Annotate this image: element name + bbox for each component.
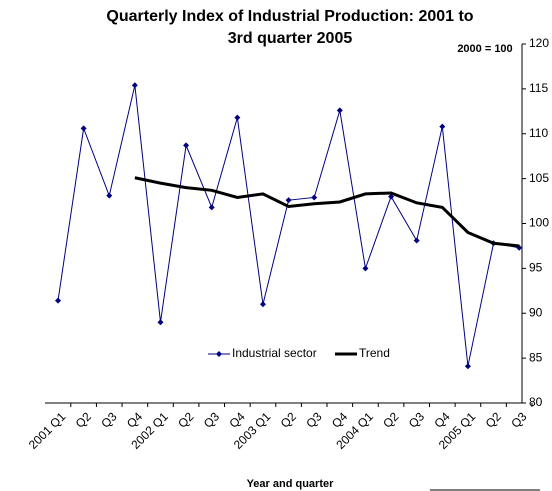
- point: [131, 82, 138, 89]
- x-tick-label: Q2: [73, 409, 94, 430]
- point: [439, 123, 446, 130]
- legend-label: Industrial sector: [232, 346, 317, 360]
- point: [413, 237, 420, 244]
- x-axis-title: Year and quarter: [247, 478, 335, 490]
- legend-marker: [216, 351, 222, 357]
- point: [55, 297, 61, 304]
- point: [285, 197, 292, 204]
- x-tick-label: Q3: [303, 409, 324, 430]
- y-tick-label: 105: [529, 171, 549, 185]
- y-tick-label: 95: [529, 261, 543, 275]
- point: [80, 125, 87, 132]
- x-tick-label: Q3: [406, 409, 427, 430]
- y-tick-label: 100: [529, 216, 549, 230]
- point: [183, 142, 190, 149]
- point: [311, 194, 318, 201]
- y-tick-label: 80: [529, 395, 543, 409]
- chart-title: Quarterly Index of Industrial Production…: [106, 8, 473, 47]
- x-tick-label: Q3: [201, 409, 222, 430]
- y-tick-label: 110: [529, 126, 548, 140]
- point: [157, 319, 164, 326]
- point: [464, 363, 471, 370]
- x-tick-label: Q3: [508, 409, 529, 430]
- point: [234, 114, 241, 121]
- legend-label: Trend: [359, 346, 390, 360]
- y-tick-label: 90: [529, 305, 543, 319]
- series-line: [134, 176, 520, 248]
- y-tick-label: 120: [529, 36, 549, 50]
- point: [208, 204, 215, 211]
- x-tick-label: 2001 Q1: [26, 409, 69, 452]
- series-line: [57, 85, 520, 367]
- point: [362, 265, 369, 272]
- axis-note: 2000 = 100: [457, 43, 512, 55]
- x-tick-label: Q3: [98, 409, 119, 430]
- x-tick-label: Q2: [483, 409, 504, 430]
- y-tick-label: 115: [529, 81, 548, 95]
- y-tick-label: 85: [529, 350, 543, 364]
- x-tick-label: Q2: [278, 409, 299, 430]
- x-tick-label: Q2: [380, 409, 401, 430]
- point: [106, 192, 113, 199]
- x-tick-label: Q2: [175, 409, 196, 430]
- point: [259, 301, 266, 308]
- point: [336, 107, 343, 114]
